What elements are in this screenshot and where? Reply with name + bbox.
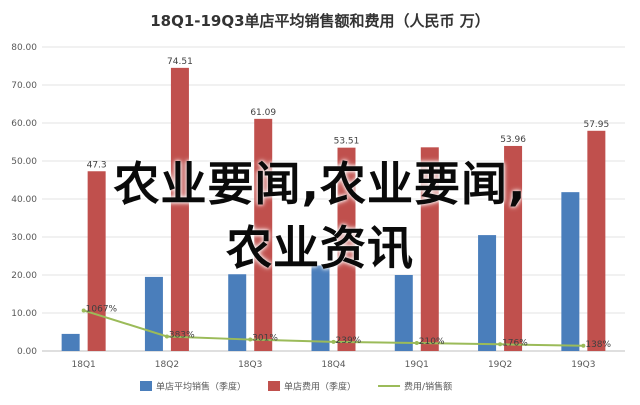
bar <box>87 171 106 351</box>
axes: 0.00 10.00 20.00 30.00 40.00 50.00 60.00 70.00 8… <box>11 43 595 370</box>
bar <box>170 67 189 351</box>
y-tick-label: 60.00 <box>11 119 37 129</box>
bars <box>61 67 606 351</box>
legend-label: 费用/销售额 <box>404 381 452 393</box>
y-tick-label: 0.00 <box>17 347 37 357</box>
bar <box>337 147 356 351</box>
ratio-point <box>81 308 86 313</box>
legend-label: 单店费用（季度） <box>284 381 356 393</box>
ratio-point <box>331 339 336 344</box>
bar <box>504 145 523 351</box>
x-tick-label: 19Q3 <box>571 360 595 370</box>
bar <box>420 147 439 351</box>
ratio-label: 210% <box>419 337 445 347</box>
ratio-point <box>414 341 419 346</box>
bar <box>478 235 497 351</box>
bar-value-label: 47.3 <box>87 160 107 170</box>
y-tick-label: 80.00 <box>11 43 37 53</box>
bar-value-label: 53.51 <box>334 137 360 147</box>
bar <box>228 274 247 351</box>
gridlines <box>42 46 625 352</box>
ratio-line <box>81 308 586 348</box>
ratio-point <box>581 343 586 348</box>
bar <box>587 130 606 351</box>
overlay-text-line2: 农业资讯 <box>226 221 414 275</box>
ratio-label: 138% <box>585 340 611 350</box>
bar <box>61 333 80 351</box>
ratio-point <box>248 337 253 342</box>
ratio-point <box>164 334 169 339</box>
bar <box>561 192 580 351</box>
y-tick-label: 10.00 <box>11 309 37 319</box>
overlay-text-line1: 农业要闻,农业要闻, <box>113 157 527 211</box>
bar-value-label: 57.95 <box>583 120 609 130</box>
y-tick-label: 50.00 <box>11 157 37 167</box>
ratio-point <box>498 342 503 347</box>
y-tick-label: 30.00 <box>11 233 37 243</box>
bar <box>394 275 413 351</box>
bar <box>144 276 163 351</box>
ratio-label: 1067% <box>86 304 118 314</box>
bar-value-label: 74.51 <box>167 57 193 67</box>
bar-value-label: 61.09 <box>250 108 276 118</box>
x-tick-label: 19Q1 <box>405 360 429 370</box>
bar <box>311 265 330 351</box>
x-tick-label: 19Q2 <box>488 360 512 370</box>
bar <box>254 118 273 351</box>
ratio-label: 176% <box>502 338 528 348</box>
bar-value-label: 53.96 <box>500 135 526 145</box>
legend-label: 单店平均销售（季度） <box>156 381 246 393</box>
x-tick-label: 18Q2 <box>155 360 179 370</box>
y-tick-label: 70.00 <box>11 81 37 91</box>
x-tick-label: 18Q3 <box>238 360 262 370</box>
legend: 单店平均销售（季度） 单店费用（季度） 费用/销售额 <box>140 381 452 393</box>
legend-swatch <box>140 381 152 391</box>
y-tick-label: 20.00 <box>11 271 37 281</box>
ratio-label: 301% <box>252 334 278 344</box>
data-labels: 47.3 74.51 61.09 53.51 53.96 57.95 1067% 383% 30… <box>86 57 612 350</box>
x-tick-label: 18Q4 <box>321 360 346 370</box>
legend-swatch <box>268 381 281 391</box>
y-tick-label: 40.00 <box>11 195 37 205</box>
x-tick-label: 18Q1 <box>72 360 96 370</box>
ratio-label: 239% <box>336 336 362 346</box>
ratio-label: 383% <box>169 330 195 340</box>
chart-title: 18Q1-19Q3单店平均销售额和费用（人民币 万） <box>150 12 490 30</box>
